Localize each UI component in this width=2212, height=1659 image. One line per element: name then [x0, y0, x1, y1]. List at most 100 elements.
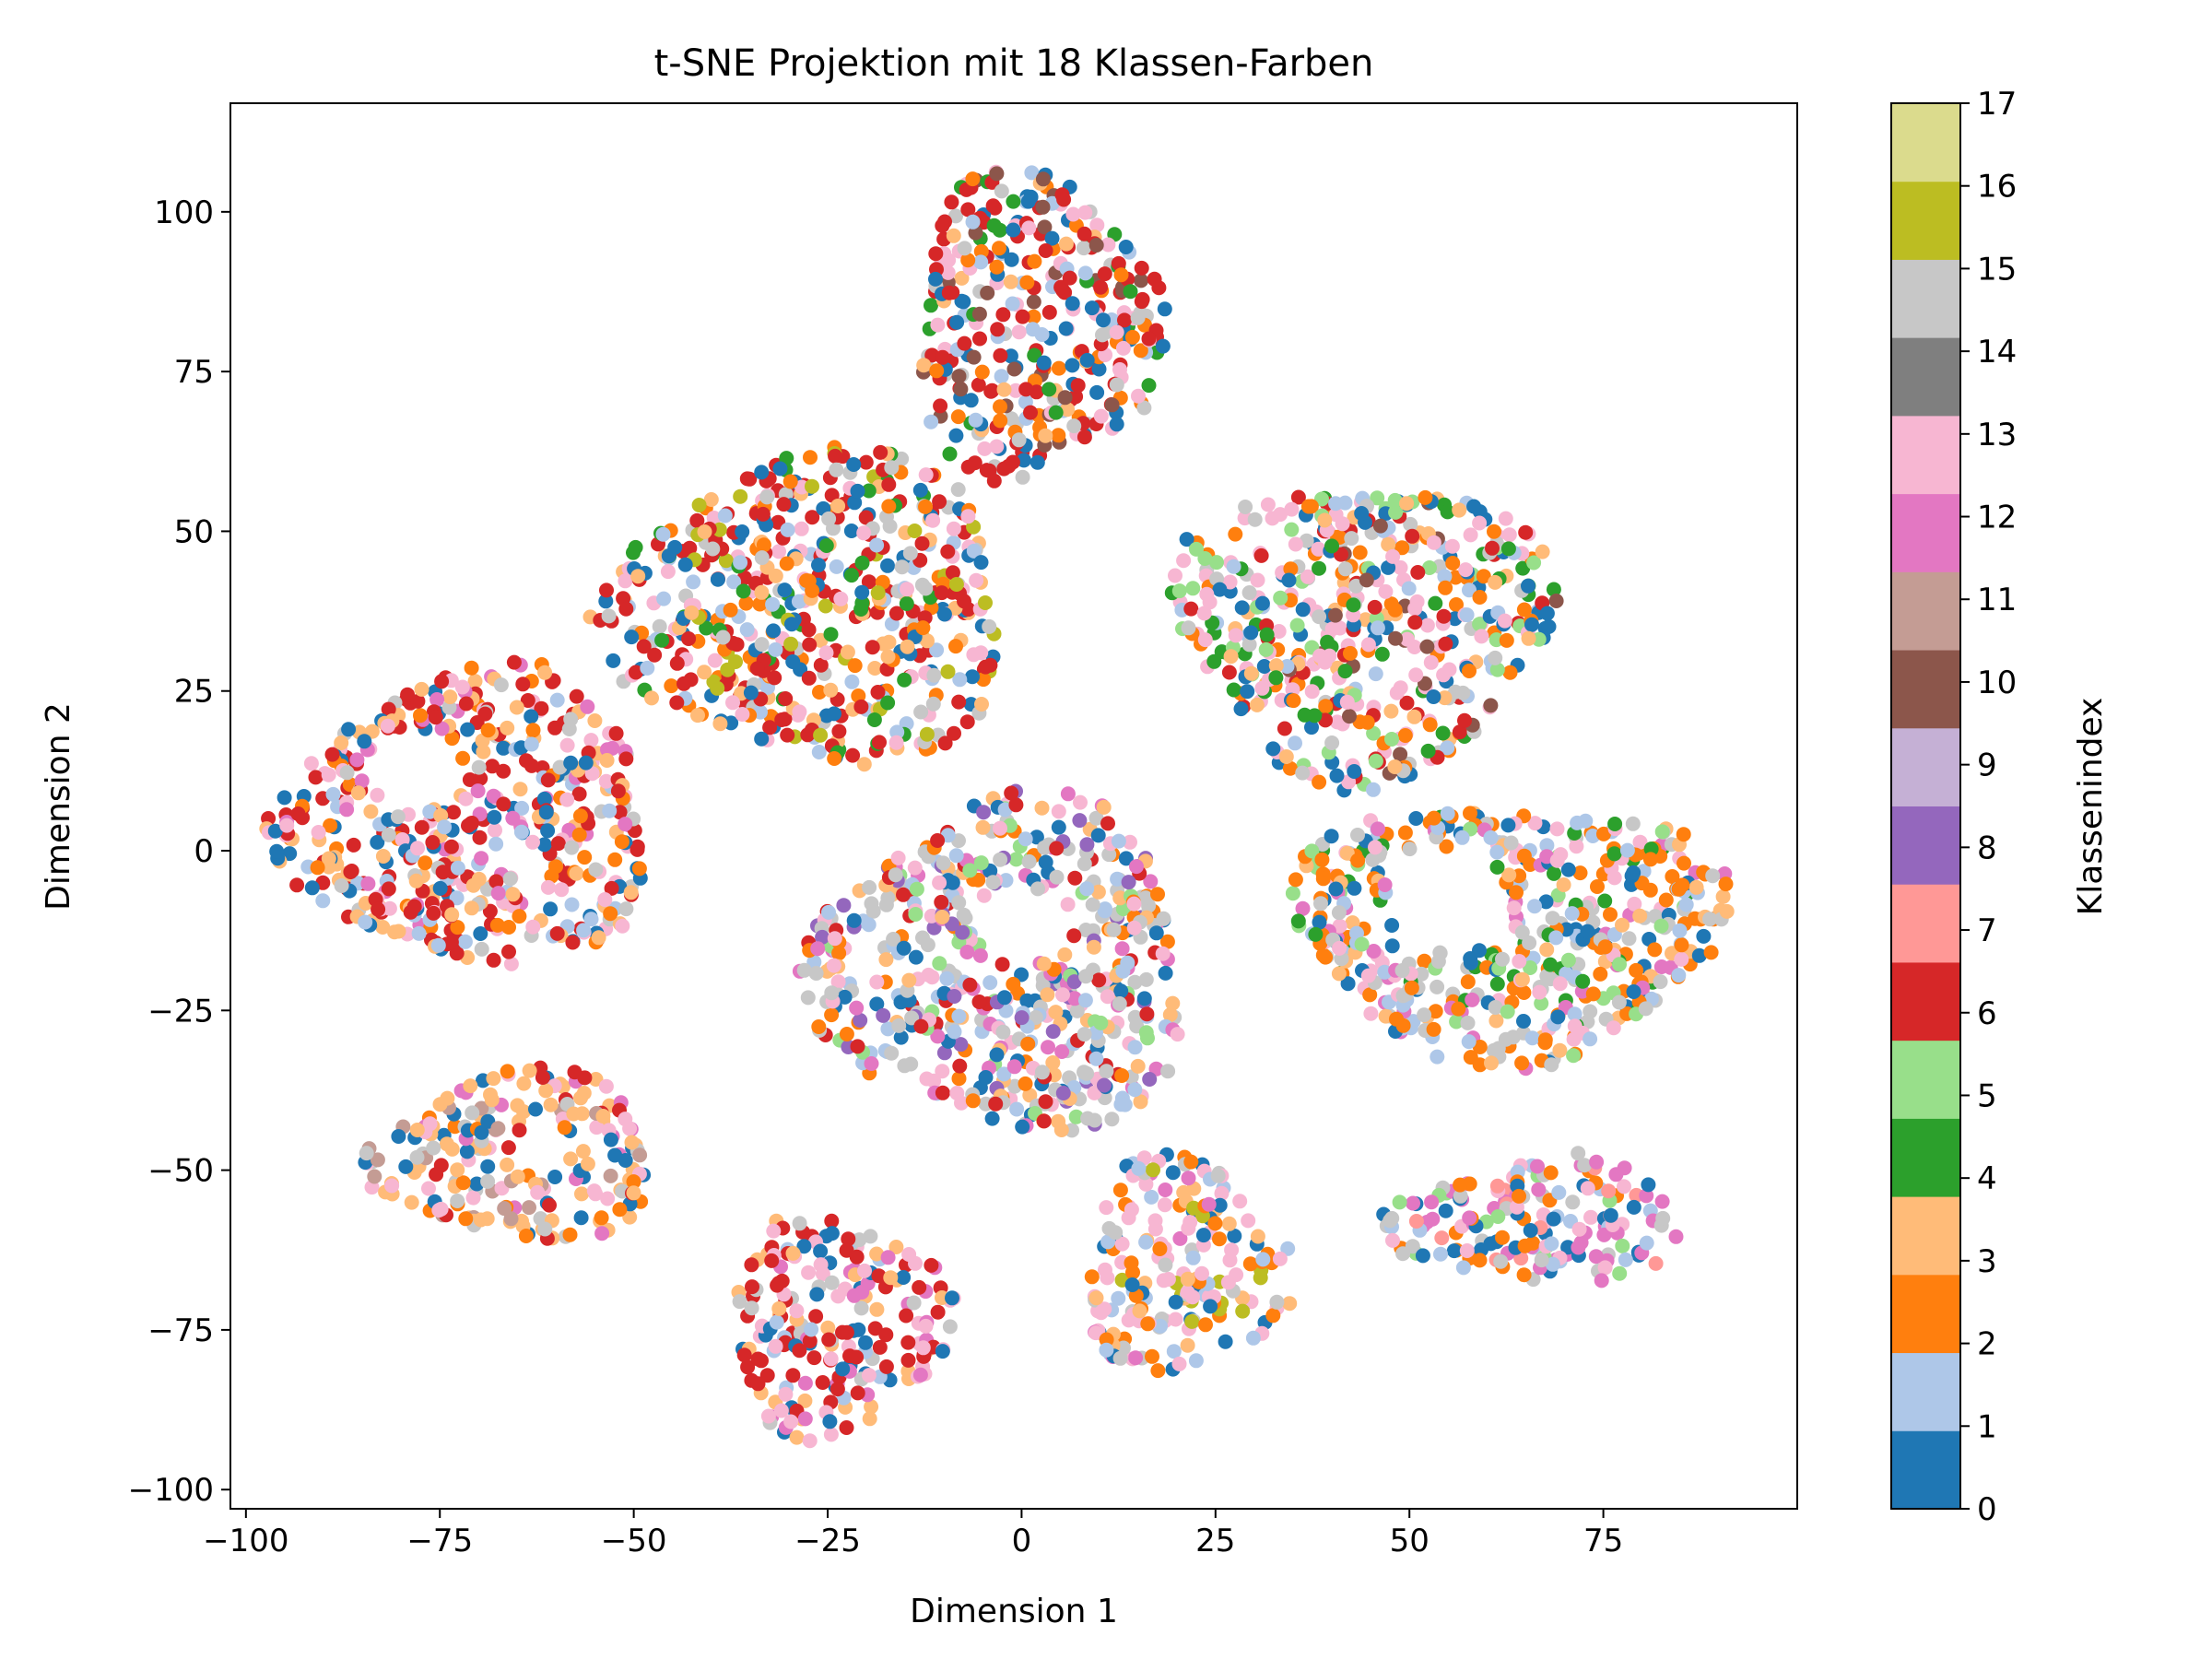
scatter-point	[1532, 984, 1547, 1000]
scatter-point	[697, 524, 712, 539]
scatter-point	[1273, 590, 1288, 606]
scatter-point	[900, 1352, 916, 1368]
scatter-point	[974, 697, 989, 712]
scatter-point	[1006, 976, 1021, 992]
scatter-point	[976, 672, 991, 688]
scatter-point	[689, 512, 705, 528]
scatter-point	[1463, 1050, 1478, 1065]
scatter-point	[1234, 600, 1250, 616]
scatter-point	[454, 679, 470, 695]
scatter-point	[1495, 951, 1510, 967]
y-tick-label: −75	[147, 1312, 214, 1349]
scatter-point	[1185, 1289, 1200, 1305]
scatter-point	[914, 535, 930, 551]
scatter-point	[930, 1304, 946, 1320]
scatter-point	[1221, 665, 1237, 680]
scatter-point	[1539, 606, 1555, 621]
scatter-point	[595, 1109, 611, 1124]
scatter-point	[928, 246, 944, 262]
scatter-point	[1603, 907, 1618, 923]
scatter-point	[1040, 987, 1055, 1003]
scatter-point	[1408, 811, 1424, 826]
scatter-point	[771, 544, 786, 559]
scatter-point	[925, 512, 941, 528]
scatter-point	[1067, 870, 1083, 886]
scatter-point	[972, 947, 988, 963]
scatter-point	[1424, 1194, 1440, 1210]
scatter-point	[656, 591, 672, 606]
scatter-point	[929, 642, 945, 658]
scatter-point	[1155, 338, 1171, 354]
scatter-point	[766, 1223, 782, 1239]
scatter-point	[1004, 252, 1019, 267]
scatter-point	[1144, 1189, 1159, 1205]
scatter-point	[1397, 728, 1413, 743]
scatter-point	[1051, 819, 1066, 835]
scatter-point	[618, 901, 634, 917]
scatter-point	[1020, 194, 1036, 209]
scatter-point	[1414, 966, 1430, 982]
scatter-point	[1168, 1294, 1183, 1310]
scatter-point	[437, 819, 453, 835]
scatter-point	[446, 805, 461, 820]
scatter-point	[1158, 965, 1173, 981]
scatter-point	[1260, 497, 1276, 512]
scatter-point	[630, 569, 646, 584]
scatter-point	[884, 460, 900, 476]
scatter-point	[622, 1209, 638, 1225]
scatter-point	[426, 1140, 441, 1156]
scatter-point	[1615, 917, 1630, 933]
scatter-point	[1320, 634, 1335, 650]
scatter-point	[500, 1140, 516, 1156]
scatter-point	[930, 317, 946, 333]
scatter-point	[1243, 625, 1259, 641]
scatter-point	[1258, 641, 1274, 657]
scatter-point	[599, 582, 614, 598]
scatter-point	[1597, 939, 1613, 955]
scatter-point	[439, 1136, 454, 1152]
scatter-point	[1312, 609, 1327, 625]
scatter-point	[1038, 243, 1053, 258]
scatter-point	[626, 1174, 641, 1190]
scatter-point	[1677, 855, 1691, 871]
scatter-point	[463, 1078, 478, 1094]
scatter-point	[965, 669, 980, 685]
scatter-point	[1426, 810, 1441, 826]
scatter-point	[1049, 869, 1065, 885]
scatter-point	[1514, 1055, 1530, 1071]
scatter-point	[414, 819, 429, 835]
scatter-point	[1198, 1317, 1213, 1333]
scatter-point	[1097, 903, 1112, 919]
scatter-point	[1489, 976, 1505, 992]
scatter-point	[1109, 324, 1124, 340]
scatter-point	[1259, 627, 1275, 642]
scatter-point	[1585, 829, 1601, 843]
scatter-point	[930, 833, 946, 848]
scatter-point	[487, 809, 502, 825]
scatter-point	[974, 364, 990, 380]
scatter-point	[460, 722, 476, 737]
scatter-point	[501, 944, 516, 959]
scatter-point	[535, 1070, 550, 1085]
scatter-point	[908, 907, 924, 922]
scatter-point	[1073, 794, 1088, 810]
scatter-point	[1372, 518, 1388, 534]
scatter-point	[948, 428, 964, 443]
scatter-point	[1113, 267, 1129, 283]
scatter-point	[998, 873, 1014, 888]
scatter-point	[1487, 524, 1501, 539]
scatter-point	[1516, 848, 1532, 864]
scatter-point	[1085, 897, 1100, 912]
scatter-point	[1485, 540, 1500, 556]
scatter-point	[773, 1403, 789, 1418]
scatter-point	[996, 990, 1012, 1006]
scatter-point	[1696, 928, 1712, 944]
scatter-point	[614, 834, 629, 850]
scatter-point	[1284, 522, 1300, 537]
scatter-point	[512, 909, 527, 924]
scatter-point	[1564, 906, 1580, 922]
scatter-point	[1021, 853, 1037, 869]
scatter-point	[830, 974, 846, 990]
scatter-point	[1212, 1231, 1227, 1247]
scatter-point	[1088, 810, 1104, 826]
